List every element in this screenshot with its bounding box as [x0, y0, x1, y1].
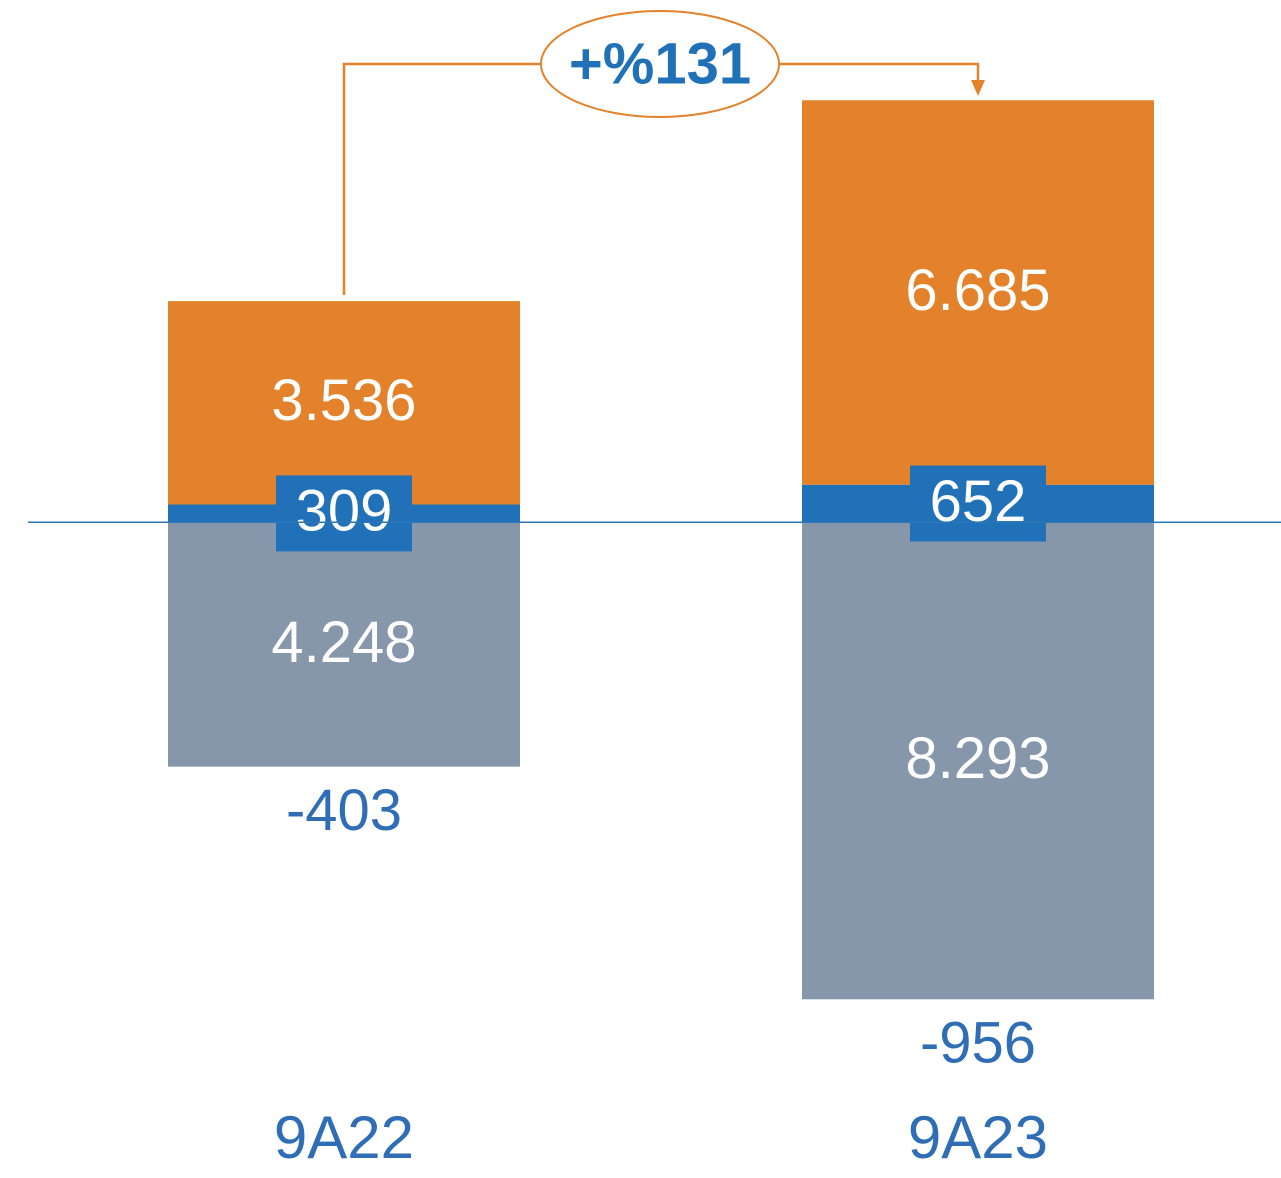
bar-segment: [802, 100, 1154, 485]
x-tick-label: 9A23: [908, 1104, 1048, 1171]
annotation-arrow: [342, 62, 980, 295]
bar-segment: [802, 522, 1154, 1000]
data-label: 652: [930, 469, 1027, 534]
data-label: 4.248: [271, 610, 416, 675]
data-label: 3.536: [271, 368, 416, 433]
bar-segment: [168, 301, 520, 505]
x-tick-label: 9A22: [274, 1104, 414, 1171]
annotation-ellipse: [540, 10, 780, 118]
label-box: [276, 475, 412, 552]
total-label: -403: [286, 778, 402, 843]
total-label: -956: [920, 1011, 1036, 1076]
data-label: 309: [296, 479, 393, 544]
annotation: +%131: [569, 31, 751, 96]
label-box: [910, 465, 1046, 542]
data-label: 6.685: [905, 258, 1050, 323]
data-label: 8.293: [905, 726, 1050, 791]
bar-segment: [168, 522, 520, 767]
arrow-head: [971, 80, 985, 96]
